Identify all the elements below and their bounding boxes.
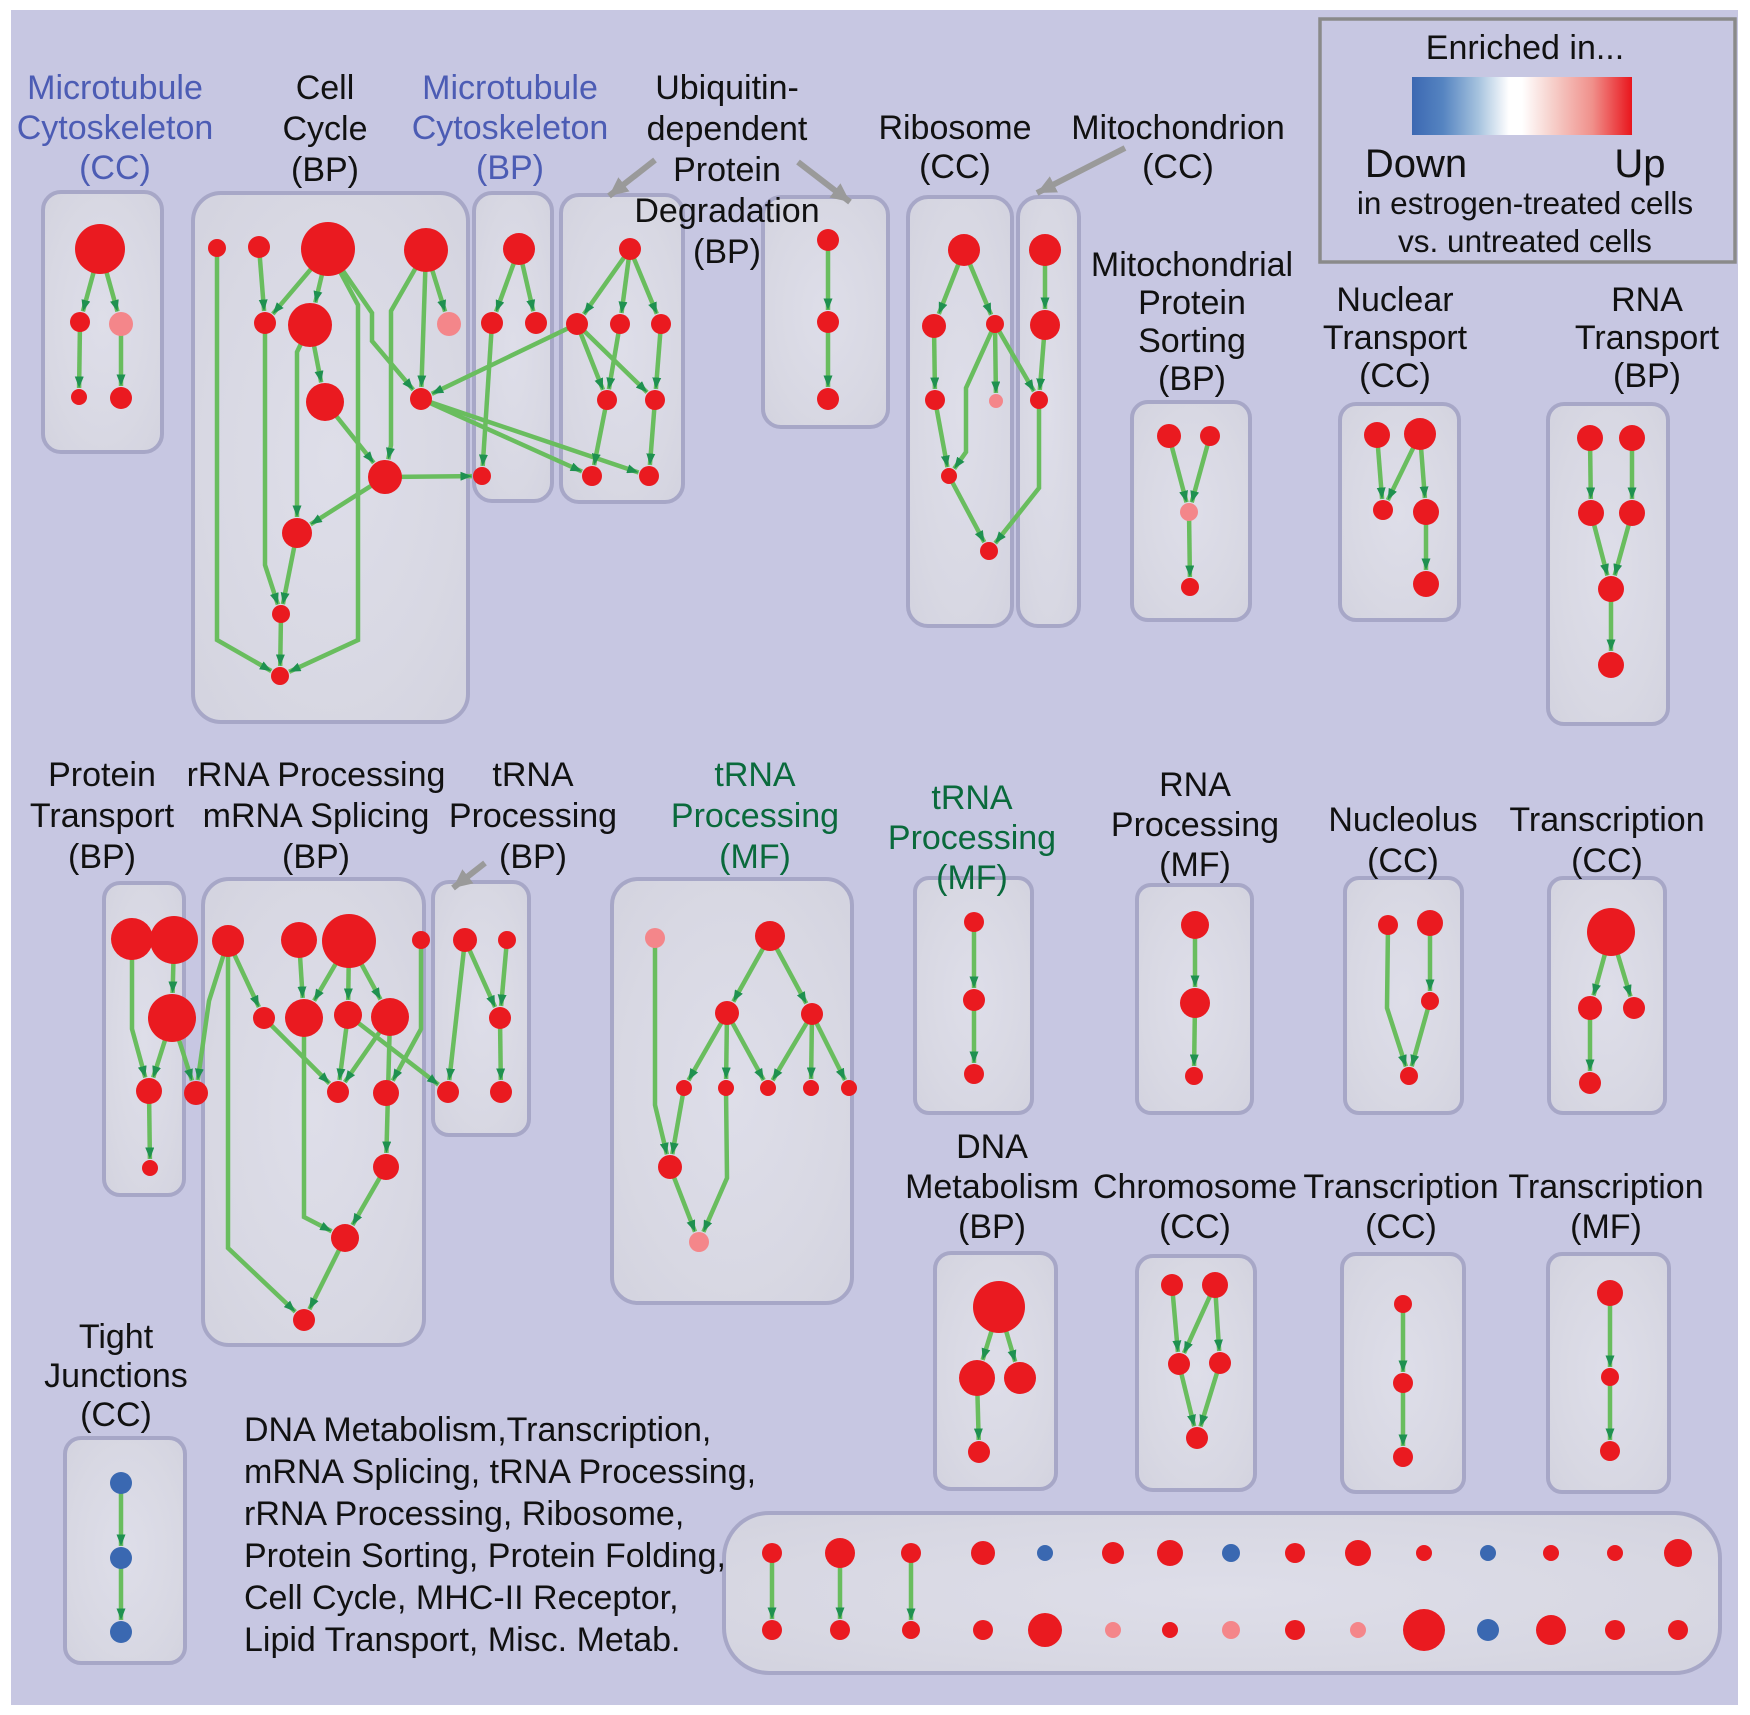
svg-text:(CC): (CC) [1142,148,1214,186]
svg-text:Protein Sorting, Protein Foldi: Protein Sorting, Protein Folding, [244,1537,726,1575]
svg-text:Cell Cycle, MHC-II Receptor,: Cell Cycle, MHC-II Receptor, [244,1579,679,1617]
svg-text:Down: Down [1365,142,1467,186]
svg-text:(BP): (BP) [958,1208,1026,1246]
svg-text:Processing: Processing [888,819,1056,857]
svg-text:Ribosome: Ribosome [878,109,1031,147]
svg-text:Enriched in...: Enriched in... [1426,29,1624,67]
svg-text:(CC): (CC) [79,149,151,187]
svg-text:Microtubule: Microtubule [27,69,203,107]
svg-text:DNA Metabolism,Transcription,: DNA Metabolism,Transcription, [244,1411,711,1449]
svg-text:Tight: Tight [79,1318,154,1356]
svg-text:RNA: RNA [1611,281,1683,319]
svg-text:RNA: RNA [1159,766,1231,804]
svg-text:(BP): (BP) [1158,360,1226,398]
svg-text:Metabolism: Metabolism [905,1168,1079,1206]
svg-text:Mitochondrial: Mitochondrial [1091,246,1293,284]
svg-text:Protein: Protein [673,151,781,189]
svg-text:(BP): (BP) [291,151,359,189]
svg-text:Nucleolus: Nucleolus [1328,801,1477,839]
svg-text:Transport: Transport [30,797,175,835]
svg-text:Nuclear: Nuclear [1336,281,1453,319]
svg-text:Cycle: Cycle [282,110,367,148]
svg-text:Cell: Cell [296,69,355,107]
svg-text:Ubiquitin-: Ubiquitin- [655,69,799,107]
svg-text:in estrogen-treated cells: in estrogen-treated cells [1357,185,1693,221]
svg-text:(CC): (CC) [1159,1208,1231,1246]
svg-text:(CC): (CC) [1365,1208,1437,1246]
svg-text:Protein: Protein [1138,284,1246,322]
svg-text:(MF): (MF) [1570,1208,1642,1246]
svg-text:mRNA Splicing, tRNA Processing: mRNA Splicing, tRNA Processing, [244,1453,756,1491]
svg-text:(BP): (BP) [68,838,136,876]
svg-text:(MF): (MF) [1159,846,1231,884]
svg-text:(CC): (CC) [919,148,991,186]
svg-text:Protein: Protein [48,756,156,794]
svg-text:(MF): (MF) [936,859,1008,897]
svg-text:Transport: Transport [1323,319,1468,357]
svg-text:Cytoskeleton: Cytoskeleton [412,109,609,147]
svg-text:Transcription: Transcription [1508,1168,1703,1206]
svg-text:(BP): (BP) [693,233,761,271]
svg-text:dependent: dependent [647,110,808,148]
svg-text:(CC): (CC) [1367,842,1439,880]
svg-text:(MF): (MF) [719,838,791,876]
svg-text:DNA: DNA [956,1128,1028,1166]
svg-text:(BP): (BP) [499,838,567,876]
svg-text:rRNA Processing: rRNA Processing [187,756,446,794]
svg-text:(BP): (BP) [476,149,544,187]
svg-text:Processing: Processing [1111,806,1279,844]
svg-text:Junctions: Junctions [44,1357,188,1395]
svg-text:Transport: Transport [1575,319,1720,357]
svg-text:Microtubule: Microtubule [422,69,598,107]
svg-text:rRNA Processing, Ribosome,: rRNA Processing, Ribosome, [244,1495,684,1533]
svg-text:(CC): (CC) [1359,357,1431,395]
svg-text:Cytoskeleton: Cytoskeleton [17,109,214,147]
svg-text:(CC): (CC) [80,1396,152,1434]
svg-text:(BP): (BP) [282,838,350,876]
svg-text:mRNA Splicing: mRNA Splicing [203,797,430,835]
svg-text:Transcription: Transcription [1303,1168,1498,1206]
svg-text:Processing: Processing [449,797,617,835]
svg-text:Chromosome: Chromosome [1093,1168,1297,1206]
svg-text:Sorting: Sorting [1138,322,1246,360]
svg-text:tRNA: tRNA [714,756,796,794]
svg-text:(CC): (CC) [1571,842,1643,880]
svg-text:Up: Up [1614,142,1665,186]
svg-text:tRNA: tRNA [931,779,1013,817]
svg-text:Mitochondrion: Mitochondrion [1071,109,1285,147]
svg-text:tRNA: tRNA [492,756,574,794]
svg-text:Degradation: Degradation [634,192,819,230]
svg-text:Lipid Transport, Misc. Metab.: Lipid Transport, Misc. Metab. [244,1621,681,1659]
svg-text:vs. untreated cells: vs. untreated cells [1398,223,1652,259]
svg-text:(BP): (BP) [1613,357,1681,395]
svg-text:Processing: Processing [671,797,839,835]
svg-text:Transcription: Transcription [1509,801,1704,839]
